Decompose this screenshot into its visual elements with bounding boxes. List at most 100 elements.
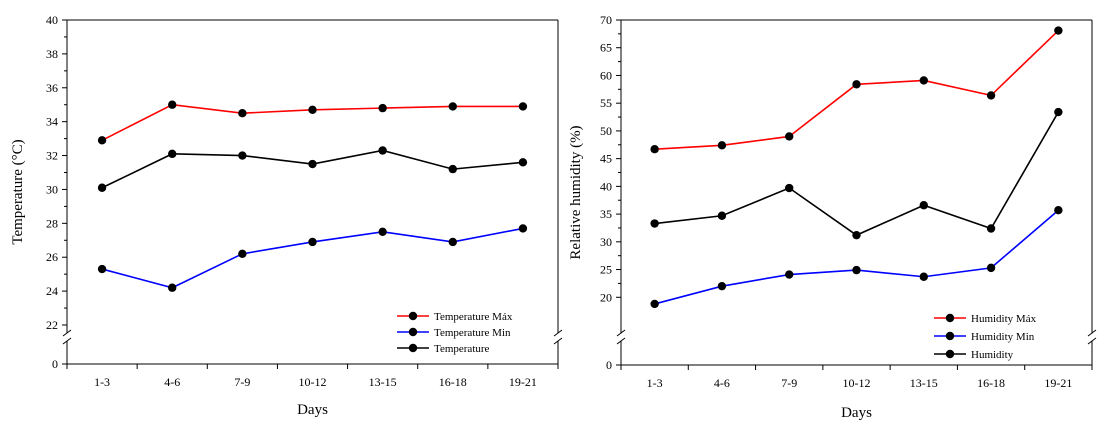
- y-tick-label: 24: [46, 284, 58, 298]
- y-tick-label: 40: [46, 13, 58, 27]
- data-point: [717, 281, 727, 291]
- chart-panel-1: 0 22 24 26 28 30 32 34 36 38 40 1-3 4-6 7-9 10-12 13-15…: [10, 13, 563, 418]
- data-point: [919, 272, 928, 281]
- x-tick-label: 13-15: [369, 375, 397, 389]
- x-tick-label: 10-12: [843, 376, 871, 390]
- series-2: [650, 206, 1063, 309]
- data-point: [97, 183, 107, 192]
- series-3: [650, 107, 1063, 240]
- series-3: [97, 146, 528, 192]
- y-tick-label: 36: [46, 81, 58, 95]
- y-tick-label: 38: [46, 47, 58, 61]
- axis-break-mark: [616, 337, 626, 345]
- x-axis-title: Days: [841, 405, 872, 421]
- data-point: [448, 164, 457, 174]
- series-line: [101, 227, 524, 289]
- x-tick-label: 16-18: [439, 375, 467, 389]
- data-point: [238, 249, 247, 259]
- data-point: [378, 227, 387, 237]
- legend-marker: [945, 331, 955, 341]
- x-tick-label: 7-9: [781, 376, 797, 390]
- y-tick-label: 32: [46, 149, 58, 163]
- data-point: [785, 270, 794, 279]
- y-tick-label: 70: [600, 13, 612, 27]
- legend-marker: [408, 343, 418, 353]
- y-tick-label: 25: [600, 263, 612, 277]
- data-point: [650, 219, 659, 228]
- y-tick-label: 35: [600, 207, 612, 221]
- y-tick-label: 40: [600, 179, 612, 193]
- y-tick-label: 22: [46, 318, 58, 332]
- legend-label: Temperature Min: [434, 327, 511, 339]
- data-point: [1054, 26, 1063, 35]
- y-tick-label: 30: [600, 235, 612, 249]
- data-point: [308, 105, 317, 115]
- y-tick-label: 45: [600, 152, 612, 166]
- data-point: [650, 145, 659, 154]
- y-tick-label: 28: [46, 216, 58, 230]
- x-tick-label: 7-9: [234, 375, 250, 389]
- data-point: [852, 230, 861, 240]
- legend: Temperature Máx Temperature Min Temperatur…: [397, 311, 513, 355]
- x-tick-label: 10-12: [299, 375, 327, 389]
- data-point: [168, 283, 177, 292]
- series-1: [650, 26, 1063, 154]
- data-point: [650, 299, 659, 309]
- y-tick-label: 34: [46, 115, 58, 129]
- data-point: [785, 183, 794, 193]
- legend-label: Temperature Máx: [434, 311, 513, 323]
- data-point: [1054, 206, 1063, 215]
- axis-break-mark: [62, 329, 72, 337]
- data-point: [168, 100, 177, 109]
- legend: Humidity Máx Humidity Min Humidity: [934, 313, 1037, 361]
- y-axis-title: Temperature (°C): [10, 139, 26, 244]
- x-tick-label: 19-21: [1044, 376, 1072, 390]
- y-tick-label: 26: [46, 250, 58, 264]
- legend-marker: [408, 327, 418, 337]
- data-point: [919, 201, 928, 210]
- series-1: [97, 100, 528, 145]
- legend-label: Temperature: [434, 343, 490, 355]
- axis-break-mark: [553, 329, 563, 337]
- data-point: [97, 136, 107, 145]
- data-point: [986, 91, 996, 100]
- data-point: [852, 265, 861, 275]
- y-tick-label: 55: [600, 96, 612, 110]
- data-point: [97, 264, 107, 274]
- x-tick-label: 4-6: [164, 375, 180, 389]
- axis-break-mark: [616, 329, 626, 337]
- data-point: [986, 263, 996, 273]
- data-point: [448, 102, 457, 111]
- legend-marker: [408, 311, 418, 321]
- series-line: [654, 111, 1060, 237]
- data-point: [378, 146, 387, 155]
- data-point: [986, 224, 996, 233]
- chart-panel-2: 0 20 25 30 35 40 45 50 55 60 65 70 1-3 4-6 7-9 10-12 13-…: [568, 13, 1097, 421]
- x-tick-label: 13-15: [910, 376, 938, 390]
- data-point: [448, 237, 457, 247]
- y-tick-label: 65: [600, 41, 612, 55]
- x-tick-label: 1-3: [94, 375, 110, 389]
- series-line: [654, 29, 1059, 151]
- series-line: [654, 209, 1059, 305]
- data-point: [378, 103, 387, 113]
- x-axis-title: Days: [297, 402, 328, 418]
- y-axis-title: Relative humidity (%): [568, 125, 584, 259]
- data-point: [717, 141, 727, 150]
- y-tick-label: 0: [606, 358, 612, 372]
- legend-marker: [945, 313, 955, 323]
- legend-label: Humidity Min: [971, 331, 1035, 343]
- data-point: [168, 149, 177, 159]
- data-point: [308, 237, 317, 247]
- x-tick-label: 4-6: [714, 376, 730, 390]
- data-point: [919, 76, 928, 85]
- y-tick-label: 30: [46, 182, 58, 196]
- y-tick-label: 20: [600, 290, 612, 304]
- data-point: [238, 151, 247, 160]
- y-tick-label: 0: [52, 357, 58, 371]
- data-point: [1054, 107, 1063, 117]
- y-tick-label: 60: [600, 68, 612, 82]
- axis-break-mark: [553, 337, 563, 345]
- x-tick-label: 1-3: [647, 376, 663, 390]
